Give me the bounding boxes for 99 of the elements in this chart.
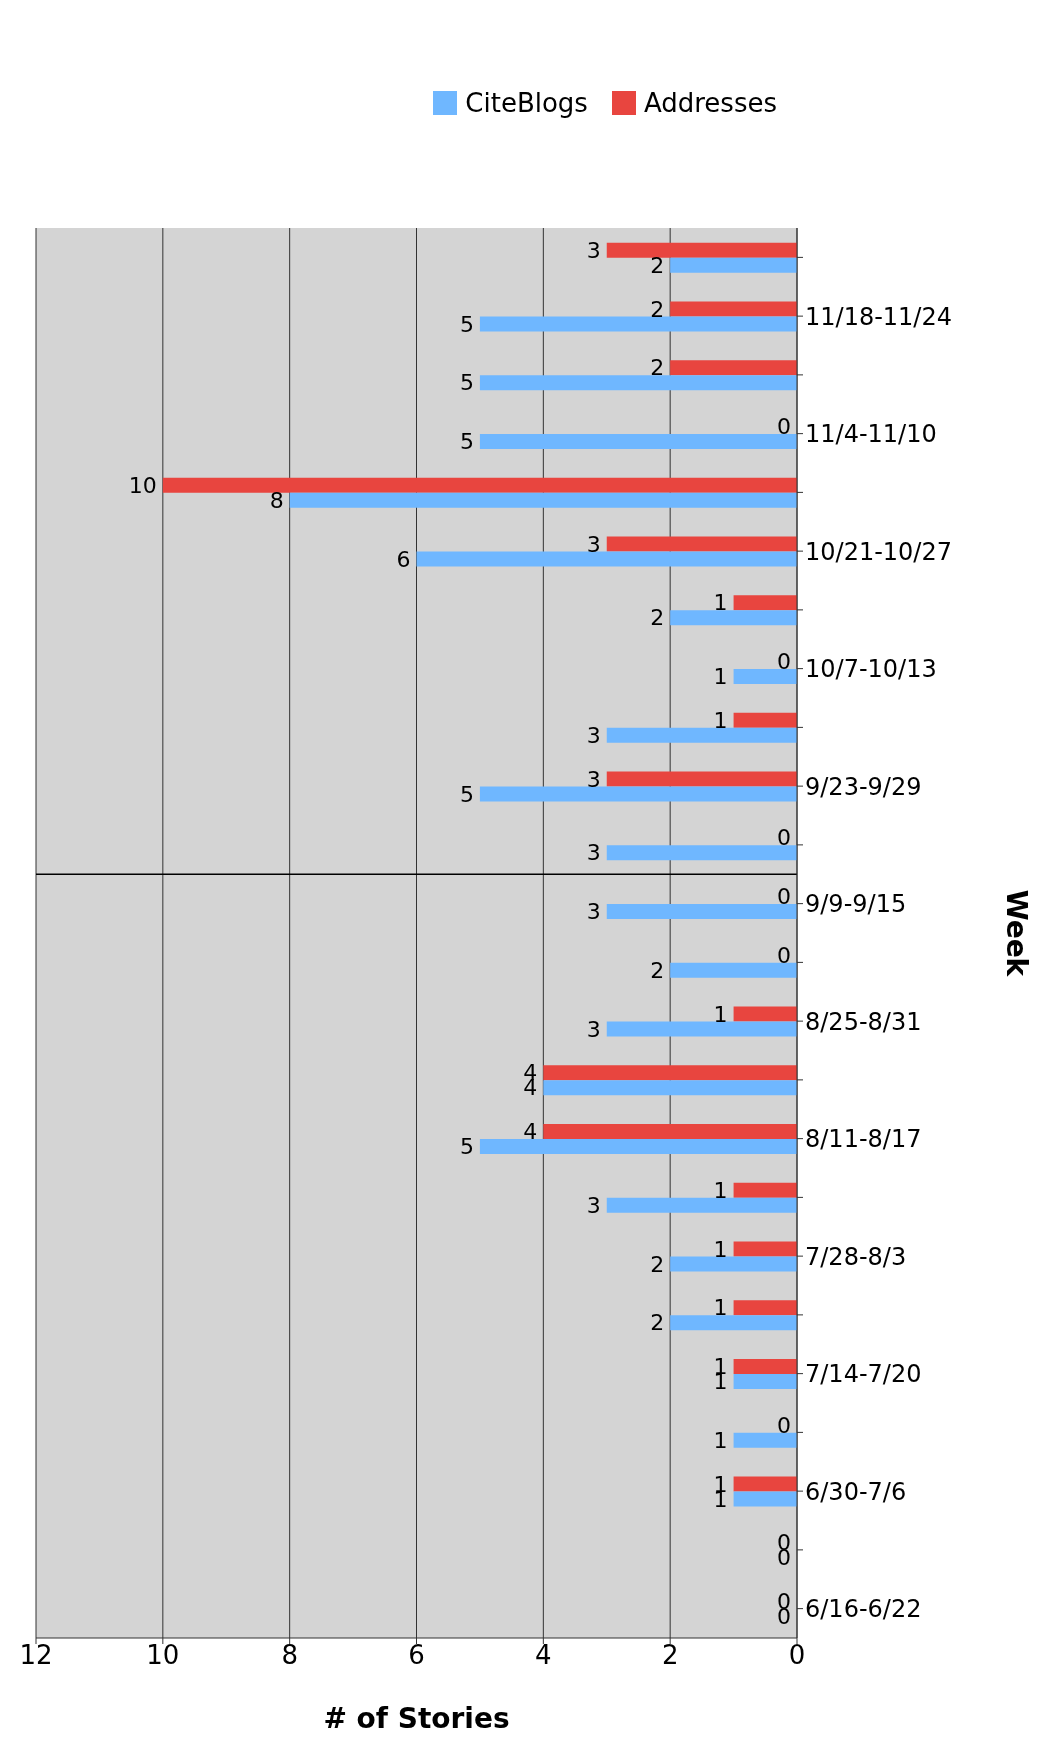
bar — [670, 610, 797, 626]
bar — [479, 433, 797, 449]
data-label: 0 — [777, 1412, 791, 1438]
y-axis-title: Week — [1000, 889, 1034, 978]
y-tick-label: 11/18-11/24 — [805, 302, 952, 331]
bar — [479, 1138, 797, 1154]
bar — [733, 1476, 797, 1492]
bar — [733, 668, 797, 684]
y-tick-label: 6/16-6/22 — [805, 1595, 922, 1624]
bar — [162, 477, 797, 493]
legend-label: CiteBlogs — [465, 88, 588, 118]
data-label: 3 — [586, 1016, 601, 1042]
bar — [670, 1315, 797, 1331]
data-label: 3 — [586, 840, 601, 866]
bar — [606, 845, 797, 861]
bar — [670, 360, 797, 376]
y-tick-label: 8/25-8/31 — [805, 1007, 922, 1036]
y-tick-label: 10/7-10/13 — [805, 655, 937, 684]
data-label: 8 — [269, 487, 284, 513]
data-label: 0 — [777, 884, 791, 910]
y-tick-label: 9/9-9/15 — [805, 890, 907, 919]
data-label: 2 — [650, 1251, 665, 1277]
data-label: 2 — [650, 296, 665, 322]
data-label: 5 — [459, 429, 474, 455]
bar — [606, 536, 797, 552]
data-label: 1 — [713, 1236, 728, 1262]
bar — [606, 1197, 797, 1213]
y-tick-label: 9/23-9/29 — [805, 772, 922, 801]
bar — [479, 316, 797, 332]
bar — [479, 375, 797, 391]
bar — [733, 1006, 797, 1022]
data-label: 2 — [650, 252, 665, 278]
data-label: 2 — [650, 957, 665, 983]
data-label: 6 — [396, 546, 411, 572]
bar — [733, 1373, 797, 1389]
y-tick-label: 8/11-8/17 — [805, 1125, 922, 1154]
bar — [670, 962, 797, 978]
x-tick-label: 2 — [661, 1640, 679, 1671]
y-tick-label: 11/4-11/10 — [805, 420, 937, 449]
bar — [416, 551, 797, 567]
bar — [733, 1491, 797, 1507]
x-tick-label: 12 — [19, 1640, 53, 1671]
bar — [733, 595, 797, 611]
data-label: 3 — [586, 531, 601, 557]
bar — [606, 1021, 797, 1037]
data-label: 0 — [777, 942, 791, 968]
bar — [606, 727, 797, 743]
data-label: 1 — [713, 707, 728, 733]
data-label: 3 — [586, 766, 601, 792]
x-tick-label: 6 — [408, 1640, 425, 1671]
x-tick-label: 8 — [281, 1640, 298, 1671]
data-label: 1 — [713, 664, 728, 690]
bar — [733, 1432, 797, 1448]
bar — [606, 903, 797, 919]
data-label: 2 — [650, 355, 665, 381]
data-label: 3 — [586, 722, 601, 748]
data-label: 0 — [777, 414, 791, 440]
data-label: 1 — [713, 1427, 728, 1453]
data-label: 2 — [650, 1310, 665, 1336]
y-tick-label: 10/21-10/27 — [805, 537, 952, 566]
data-label: 4 — [523, 1119, 538, 1145]
bar — [670, 301, 797, 317]
bar — [289, 492, 797, 508]
data-label: 1 — [713, 1001, 728, 1027]
bar — [543, 1080, 797, 1096]
bar — [733, 1241, 797, 1257]
x-axis-title: # of Stories — [323, 1702, 510, 1735]
data-label: 1 — [713, 1177, 728, 1203]
bar — [543, 1123, 797, 1139]
data-label: 5 — [459, 370, 474, 396]
bar — [670, 257, 797, 273]
x-tick-label: 0 — [788, 1640, 806, 1671]
data-label: 3 — [586, 237, 601, 263]
data-label: 5 — [459, 1134, 474, 1160]
data-label: 1 — [713, 590, 728, 616]
bar — [606, 242, 797, 258]
data-label: 0 — [777, 649, 791, 675]
legend-label: Addresses — [643, 88, 777, 118]
bar — [479, 786, 797, 802]
bar — [733, 712, 797, 728]
bar — [670, 1256, 797, 1272]
x-tick-label: 10 — [146, 1640, 180, 1671]
data-label: 2 — [650, 605, 665, 631]
data-label: 5 — [459, 781, 474, 807]
data-label: 5 — [459, 311, 474, 337]
bar — [733, 1182, 797, 1198]
y-tick-label: 7/14-7/20 — [805, 1360, 922, 1389]
bar — [733, 1300, 797, 1316]
data-label: 1 — [713, 1295, 728, 1321]
data-label: 10 — [128, 472, 157, 498]
y-tick-label: 6/30-7/6 — [805, 1477, 907, 1506]
bar — [543, 1065, 797, 1081]
bar — [733, 1358, 797, 1374]
data-label: 0 — [777, 825, 791, 851]
bar — [606, 771, 797, 787]
x-tick-label: 4 — [535, 1640, 552, 1671]
y-tick-label: 7/28-8/3 — [805, 1242, 907, 1271]
data-label: 3 — [586, 1192, 601, 1218]
data-label: 3 — [586, 899, 601, 925]
